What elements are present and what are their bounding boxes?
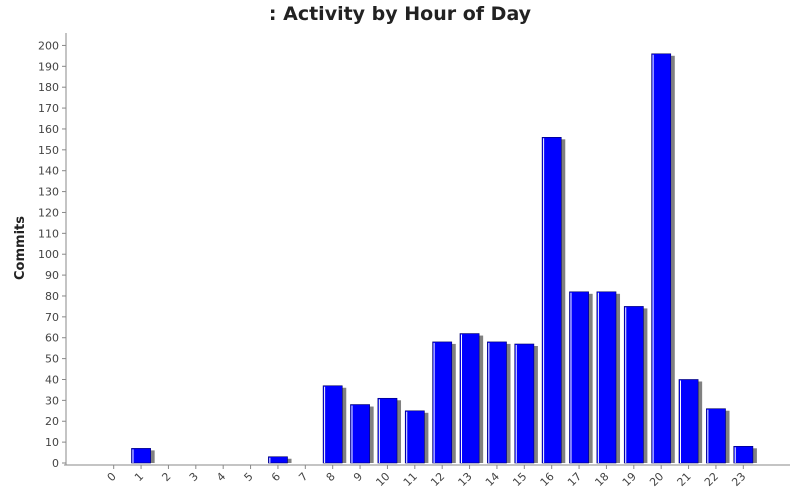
bar [706,408,726,464]
bars-group [131,53,757,464]
chart-title: : Activity by Hour of Day [269,3,532,25]
y-tick-label: 90 [45,269,59,282]
x-tick-label: 17 [565,470,584,489]
y-tick-label: 0 [52,457,59,470]
bar [404,410,425,464]
x-tick-label: 3 [187,470,201,484]
x-tick-label: 12 [428,470,447,489]
y-tick-label: 100 [38,248,59,261]
y-tick-label: 160 [38,123,59,136]
x-tick-label: 18 [592,470,611,489]
x-tick-label: 16 [538,470,557,489]
y-tick-label: 170 [38,102,59,115]
bar [322,385,343,464]
x-tick-label: 13 [456,470,475,489]
y-tick-label: 30 [45,394,59,407]
x-tick-label: 20 [647,470,666,489]
bar [350,404,370,464]
y-axis-title: Commits [13,216,28,280]
bar [733,445,754,464]
y-tick-label: 60 [45,332,59,345]
x-tick-label: 8 [324,470,338,484]
bar [377,397,398,464]
y-tick-label: 130 [38,186,59,199]
y-tick-label: 120 [38,206,59,219]
bar [651,53,672,464]
y-tick-label: 80 [45,290,59,303]
x-tick-label: 6 [269,470,283,484]
y-tick-label: 140 [38,165,59,178]
x-tick-label: 11 [401,470,420,489]
bar [487,341,507,464]
y-tick-label: 110 [38,227,59,240]
x-tick-label: 7 [296,470,310,484]
y-tick-label: 10 [45,436,59,449]
y-tick-label: 200 [38,39,59,52]
x-tick-label: 22 [702,470,721,489]
bar [514,343,535,464]
bar [131,448,151,464]
y-tick-label: 50 [45,353,59,366]
x-tick-label: 9 [351,470,365,484]
y-tick-label: 150 [38,144,59,157]
x-tick-label: 5 [242,470,256,484]
y-tick-label: 70 [45,311,59,324]
y-axis: 0 10 20 30 40 50 60 70 80 90 100 110 120 130 140 150 160… [38,39,66,470]
y-tick-label: 40 [45,373,59,386]
bar [432,341,453,464]
bar [459,333,480,464]
y-tick-label: 20 [45,415,59,428]
bar [596,291,617,464]
x-tick-label: 4 [214,470,228,484]
x-tick-label: 14 [483,470,502,489]
x-tick-label: 21 [675,470,694,489]
bar [268,456,288,464]
x-tick-label: 15 [510,470,529,489]
x-tick-label: 1 [132,470,146,484]
x-tick-label: 10 [373,470,392,489]
y-tick-label: 180 [38,81,59,94]
bar [569,291,589,464]
x-axis: 0 1 2 3 4 5 6 7 8 9 10 11 12 13 14 15 16 17 18 19 20 21 22 23 [105,465,748,489]
y-tick-label: 190 [38,60,59,73]
x-tick-label: 2 [159,470,173,484]
bar [678,379,699,464]
x-tick-label: 19 [620,470,639,489]
bar [541,137,562,464]
bar [623,306,644,464]
x-tick-label: 0 [105,470,119,484]
x-tick-label: 23 [729,470,748,489]
